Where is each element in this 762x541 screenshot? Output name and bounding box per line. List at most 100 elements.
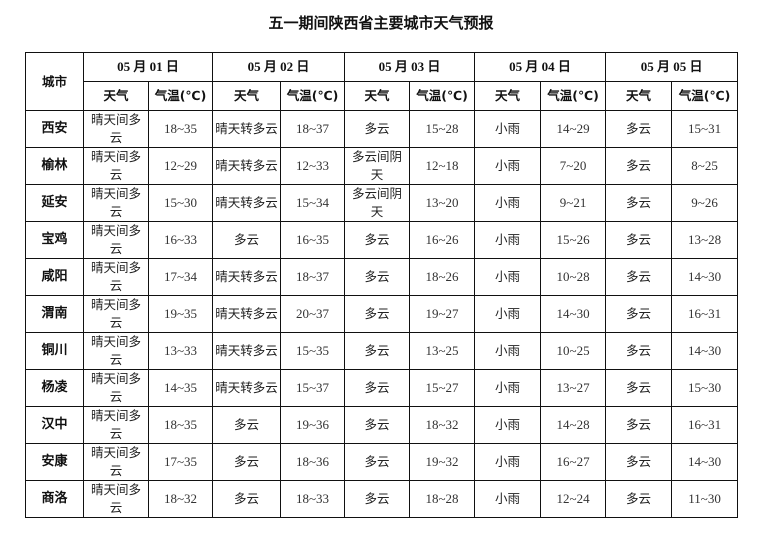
temperature-cell: 18~32 (409, 406, 476, 444)
temperature-cell: 18~35 (147, 110, 214, 148)
weather-cell: 多云 (605, 369, 673, 407)
table-row: 杨凌 晴天间多云 14~35 晴天转多云 15~37 多云 15~27 小雨 13~27 多云 15… (25, 369, 739, 407)
table-row: 榆林 晴天间多云 12~29 晴天转多云 12~33 多云间阴天 12~18 小雨 7~20 多云… (25, 147, 739, 185)
temperature-cell: 14~29 (540, 110, 607, 148)
weather-cell: 小雨 (474, 480, 542, 518)
weather-cell: 晴天间多云 (83, 406, 149, 444)
table-row: 铜川 晴天间多云 13~33 晴天转多云 15~35 多云 13~25 小雨 10~25 多云 14… (25, 332, 739, 370)
weather-cell: 小雨 (474, 184, 542, 222)
weather-cell: 多云 (344, 295, 411, 333)
header-row-fields: 天气 气温(℃) 天气 气温(℃) 天气 气温(℃) 天气 气温(℃) 天气 气温(℃) (26, 81, 739, 111)
temperature-cell: 15~27 (409, 369, 476, 407)
header-weather: 天气 (344, 81, 411, 111)
weather-cell: 多云 (344, 369, 411, 407)
weather-cell: 晴天间多云 (83, 258, 149, 296)
city-name: 西安 (25, 110, 84, 148)
weather-cell: 晴天间多云 (83, 221, 149, 259)
temperature-cell: 8~25 (671, 147, 739, 185)
temperature-cell: 16~31 (671, 295, 739, 333)
weather-cell: 晴天转多云 (212, 332, 282, 370)
weather-cell: 多云 (212, 221, 282, 259)
temperature-cell: 16~31 (671, 406, 739, 444)
temperature-cell: 14~30 (671, 258, 739, 296)
weather-cell: 晴天转多云 (212, 110, 282, 148)
weather-cell: 多云 (605, 258, 673, 296)
temperature-cell: 16~33 (147, 221, 214, 259)
city-name: 杨凌 (25, 369, 84, 407)
temperature-cell: 18~36 (280, 443, 346, 481)
weather-cell: 晴天间多云 (83, 480, 149, 518)
city-name: 榆林 (25, 147, 84, 185)
temperature-cell: 13~28 (671, 221, 739, 259)
temperature-cell: 17~35 (147, 443, 214, 481)
weather-cell: 小雨 (474, 110, 542, 148)
weather-cell: 多云 (605, 406, 673, 444)
page-title: 五一期间陕西省主要城市天气预报 (268, 14, 494, 32)
weather-cell: 小雨 (474, 369, 542, 407)
weather-cell: 多云 (605, 110, 673, 148)
city-name: 延安 (25, 184, 84, 222)
temperature-cell: 13~20 (409, 184, 476, 222)
temperature-cell: 11~30 (671, 480, 739, 518)
weather-cell: 多云 (344, 480, 411, 518)
temperature-cell: 15~35 (280, 332, 346, 370)
weather-cell: 多云 (344, 110, 411, 148)
temperature-cell: 19~27 (409, 295, 476, 333)
weather-cell: 晴天间多云 (83, 443, 149, 481)
weather-cell: 晴天转多云 (212, 295, 282, 333)
weather-cell: 多云 (212, 480, 282, 518)
header-date: 05 月 03 日 (344, 52, 476, 82)
city-name: 铜川 (25, 332, 84, 370)
city-name: 汉中 (25, 406, 84, 444)
weather-cell: 小雨 (474, 443, 542, 481)
temperature-cell: 14~28 (540, 406, 607, 444)
weather-cell: 多云 (605, 480, 673, 518)
header-temp: 气温(℃) (409, 81, 476, 111)
header-temp: 气温(℃) (280, 81, 346, 111)
temperature-cell: 19~36 (280, 406, 346, 444)
weather-cell: 多云 (605, 332, 673, 370)
temperature-cell: 18~37 (280, 258, 346, 296)
temperature-cell: 15~34 (280, 184, 346, 222)
weather-cell: 晴天间多云 (83, 147, 149, 185)
weather-cell: 多云 (212, 406, 282, 444)
temperature-cell: 18~32 (147, 480, 214, 518)
weather-cell: 晴天转多云 (212, 147, 282, 185)
header-temp: 气温(℃) (147, 81, 214, 111)
city-name: 商洛 (25, 480, 84, 518)
temperature-cell: 19~32 (409, 443, 476, 481)
temperature-cell: 17~34 (147, 258, 214, 296)
weather-cell: 小雨 (474, 332, 542, 370)
weather-cell: 晴天间多云 (83, 332, 149, 370)
temperature-cell: 16~27 (540, 443, 607, 481)
temperature-cell: 15~26 (540, 221, 607, 259)
city-name: 宝鸡 (25, 221, 84, 259)
temperature-cell: 15~31 (671, 110, 739, 148)
temperature-cell: 15~30 (147, 184, 214, 222)
table-row: 西安 晴天间多云 18~35 晴天转多云 18~37 多云 15~28 小雨 14~29 多云 15… (25, 110, 739, 148)
header-weather: 天气 (474, 81, 542, 111)
temperature-cell: 14~30 (671, 332, 739, 370)
weather-cell: 小雨 (474, 221, 542, 259)
temperature-cell: 18~28 (409, 480, 476, 518)
weather-cell: 晴天转多云 (212, 184, 282, 222)
temperature-cell: 18~35 (147, 406, 214, 444)
header-date: 05 月 01 日 (82, 52, 214, 82)
city-name: 安康 (25, 443, 84, 481)
weather-cell: 小雨 (474, 406, 542, 444)
temperature-cell: 18~37 (280, 110, 346, 148)
temperature-cell: 19~35 (147, 295, 214, 333)
header-weather: 天气 (83, 81, 149, 111)
weather-cell: 晴天间多云 (83, 110, 149, 148)
temperature-cell: 10~28 (540, 258, 607, 296)
weather-cell: 晴天间多云 (83, 184, 149, 222)
temperature-cell: 13~25 (409, 332, 476, 370)
weather-cell: 多云 (605, 295, 673, 333)
temperature-cell: 12~18 (409, 147, 476, 185)
weather-cell: 多云间阴天 (344, 184, 411, 222)
temperature-cell: 18~33 (280, 480, 346, 518)
temperature-cell: 12~29 (147, 147, 214, 185)
header-date: 05 月 05 日 (605, 52, 739, 82)
